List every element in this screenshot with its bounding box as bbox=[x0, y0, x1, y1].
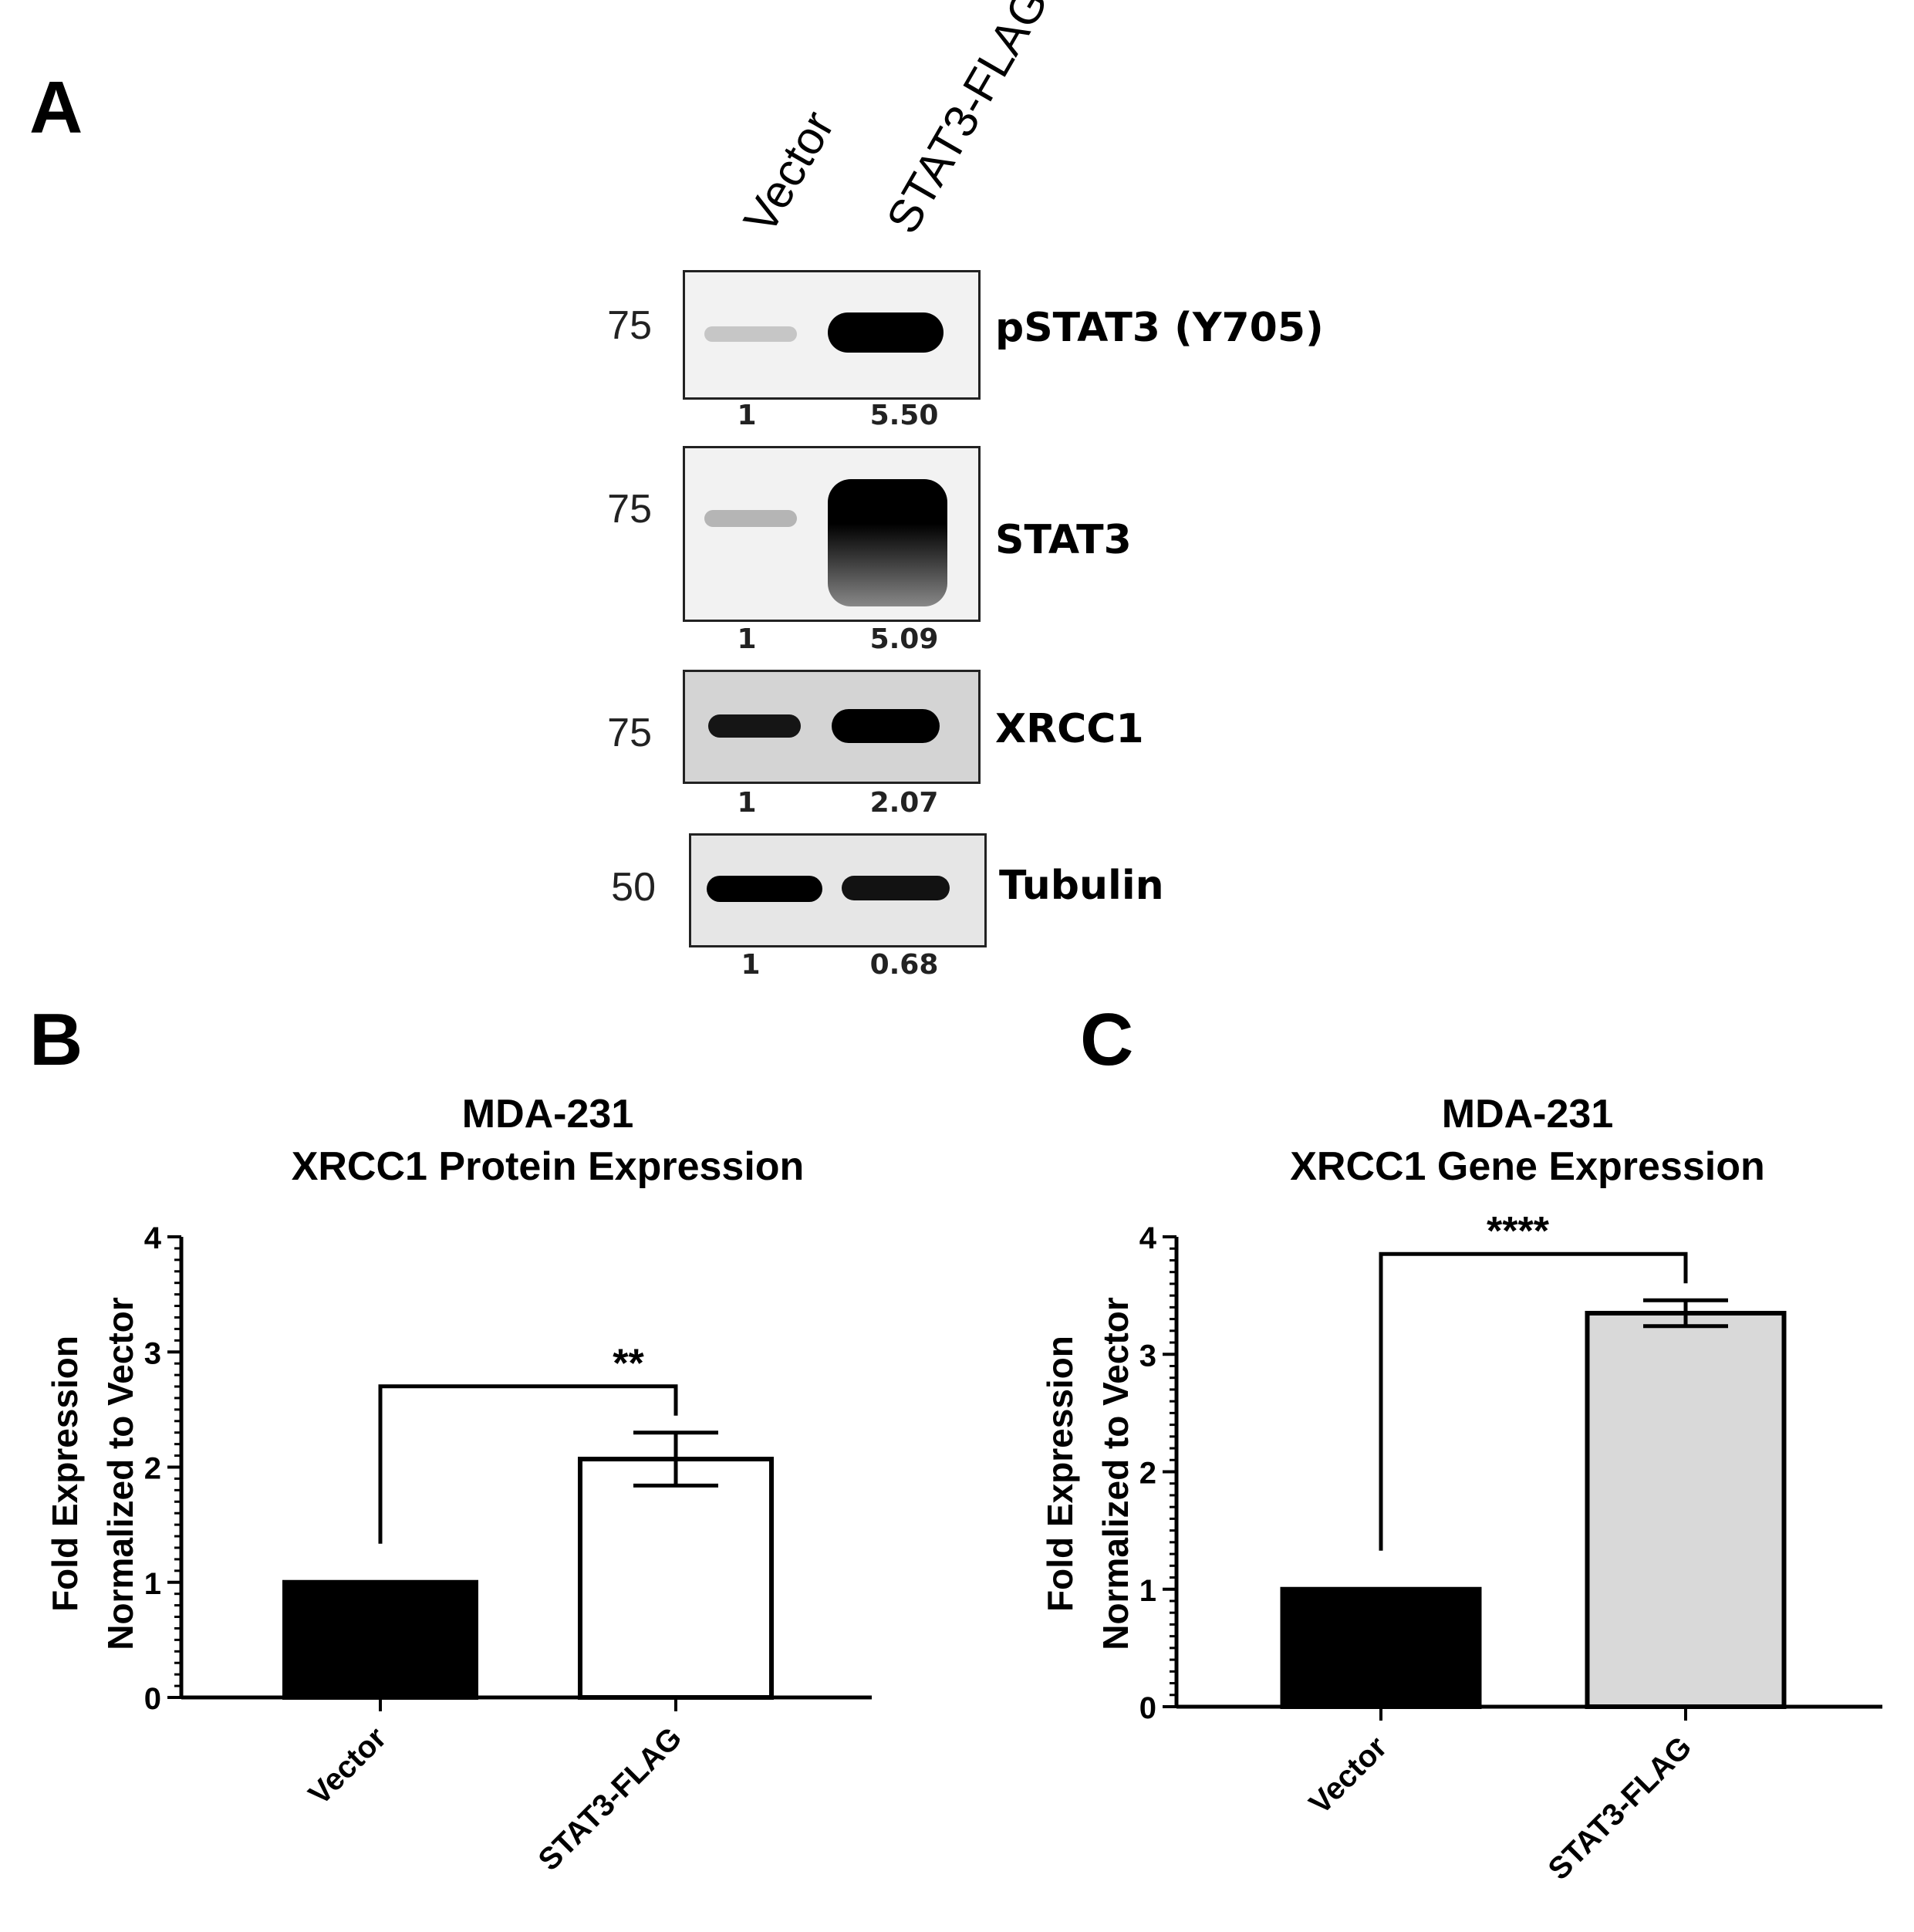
y-tick-label: 1 bbox=[1139, 1574, 1156, 1608]
panel-letter-a: A bbox=[29, 66, 83, 149]
band-stat3-flag bbox=[832, 709, 940, 743]
y-tick-label: 4 bbox=[1139, 1221, 1157, 1255]
blot-strip-stat3 bbox=[683, 446, 981, 622]
quant-stat3-flag: 5.09 bbox=[869, 623, 939, 655]
blot-label-pstat3: pSTAT3 (Y705) bbox=[995, 305, 1324, 351]
significance-bracket bbox=[378, 1384, 678, 1544]
blot-strip-tubulin bbox=[689, 833, 987, 947]
y-axis-label: Normalized to Vector bbox=[1095, 1297, 1136, 1650]
x-tick-label: STAT3-FLAG bbox=[532, 1721, 688, 1877]
x-tick-label: STAT3-FLAG bbox=[1541, 1730, 1698, 1886]
molecular-weight-marker: 75 bbox=[607, 487, 652, 532]
y-axis-label: Fold Expression bbox=[1040, 1336, 1080, 1612]
blot-strip-xrcc1 bbox=[683, 670, 981, 784]
panel-letter-c: C bbox=[1080, 998, 1134, 1081]
y-tick-label: 0 bbox=[144, 1682, 161, 1716]
y-tick-label: 2 bbox=[144, 1452, 161, 1486]
bar bbox=[1280, 1586, 1482, 1709]
x-tick-label: Vector bbox=[302, 1721, 393, 1812]
chart-b-title: MDA-231 XRCC1 Protein Expression bbox=[154, 1088, 941, 1193]
bar bbox=[282, 1579, 478, 1700]
chart-c-title: MDA-231 XRCC1 Gene Expression bbox=[1134, 1088, 1914, 1193]
panel-letter-b: B bbox=[29, 998, 83, 1081]
quant-stat3-flag: 0.68 bbox=[869, 949, 939, 981]
bar bbox=[1585, 1310, 1787, 1710]
molecular-weight-marker: 75 bbox=[607, 303, 652, 348]
quant-vector: 1 bbox=[737, 400, 757, 431]
blot-label-tubulin: Tubulin bbox=[999, 863, 1164, 909]
y-axis-label: Normalized to Vector bbox=[100, 1297, 140, 1650]
y-tick-label: 3 bbox=[1139, 1339, 1156, 1373]
band-stat3-flag bbox=[828, 479, 947, 606]
molecular-weight-marker: 75 bbox=[607, 711, 652, 755]
quant-stat3-flag: 2.07 bbox=[869, 787, 939, 819]
quant-vector: 1 bbox=[741, 949, 761, 981]
blot-label-xrcc1: XRCC1 bbox=[995, 706, 1144, 752]
y-tick-label: 4 bbox=[144, 1221, 162, 1255]
band-vector bbox=[704, 510, 797, 527]
y-axis-label: Fold Expression bbox=[45, 1336, 85, 1612]
band-stat3-flag bbox=[828, 312, 943, 353]
quant-stat3-flag: 5.50 bbox=[869, 400, 939, 431]
quant-vector: 1 bbox=[737, 787, 757, 819]
y-tick-label: 0 bbox=[1139, 1691, 1156, 1725]
significance-bracket bbox=[1379, 1251, 1688, 1551]
band-vector bbox=[704, 326, 797, 342]
significance-label: ** bbox=[613, 1342, 644, 1387]
band-vector bbox=[707, 876, 822, 902]
y-tick-label: 2 bbox=[1139, 1457, 1156, 1491]
bar bbox=[578, 1457, 774, 1700]
band-vector bbox=[708, 714, 801, 738]
band-stat3-flag bbox=[842, 876, 950, 900]
chart-c-title-line1: MDA-231 bbox=[1441, 1092, 1614, 1137]
y-tick-label: 1 bbox=[144, 1567, 161, 1601]
chart-c-title-line2: XRCC1 Gene Expression bbox=[1290, 1144, 1765, 1189]
y-tick-label: 3 bbox=[144, 1336, 161, 1370]
significance-label: **** bbox=[1487, 1209, 1550, 1254]
chart-b-title-line1: MDA-231 bbox=[461, 1092, 634, 1137]
chart-b-title-line2: XRCC1 Protein Expression bbox=[291, 1144, 805, 1189]
molecular-weight-marker: 50 bbox=[611, 865, 656, 910]
x-tick-label: Vector bbox=[1303, 1730, 1394, 1821]
quant-vector: 1 bbox=[737, 623, 757, 655]
blot-strip-pstat3 bbox=[683, 270, 981, 400]
blot-label-stat3: STAT3 bbox=[995, 517, 1132, 563]
